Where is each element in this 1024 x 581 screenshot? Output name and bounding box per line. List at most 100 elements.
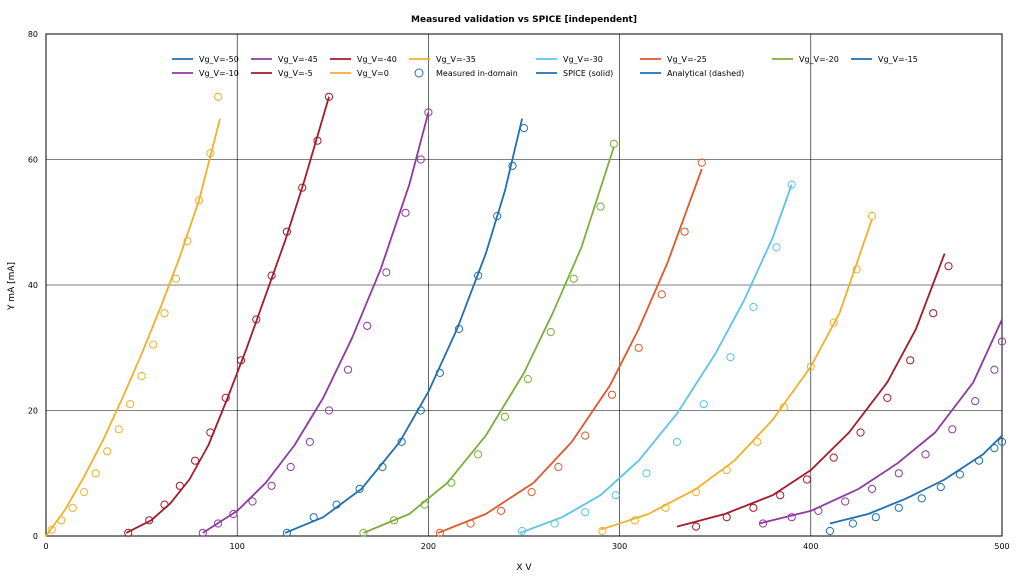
measured-point <box>298 183 307 192</box>
measured-point <box>267 271 276 280</box>
measured-point <box>149 340 158 349</box>
measured-point <box>137 371 146 381</box>
measured-point <box>841 497 850 506</box>
y-tick-label: 80 <box>28 30 38 39</box>
measured-point <box>990 365 999 374</box>
measured-point <box>776 491 785 500</box>
spice-curve-8 <box>676 253 946 528</box>
measured-point <box>214 92 223 101</box>
measured-point <box>57 516 66 525</box>
series-layer <box>45 96 1003 537</box>
measured-point <box>829 318 838 327</box>
legend-label: Vg_V=-5 <box>278 69 313 78</box>
measured-point <box>749 302 758 312</box>
measured-point <box>546 328 555 337</box>
measured-point <box>642 469 651 478</box>
measured-point <box>802 475 812 484</box>
measured-point <box>569 274 578 283</box>
measured-point <box>206 149 215 158</box>
measured-point <box>401 208 410 217</box>
measured-point <box>527 488 536 497</box>
measured-point <box>883 393 892 402</box>
measured-point <box>661 503 670 512</box>
measured-point <box>672 437 682 446</box>
measured-point <box>749 503 758 512</box>
measured-point <box>722 513 731 522</box>
legend-label: SPICE (solid) <box>563 69 613 78</box>
measured-point <box>160 500 169 509</box>
measured-point <box>697 158 706 167</box>
measured-point <box>47 525 56 534</box>
measured-point <box>267 481 276 490</box>
measured-point <box>806 362 815 371</box>
measured-point <box>519 124 529 133</box>
spice-curve-10 <box>829 434 1003 525</box>
spice-curve-3 <box>284 118 523 534</box>
measured-point <box>852 265 861 274</box>
legend-label: Vg_V=0 <box>357 69 389 78</box>
measured-point <box>424 108 433 117</box>
measured-point <box>948 425 957 434</box>
measured-point <box>435 368 444 377</box>
measured-point <box>229 509 238 519</box>
measured-point <box>447 478 456 487</box>
measured-point <box>389 516 399 525</box>
tick-layer: 0 100 200 300 400 500 0 20 40 60 80 <box>28 30 1010 551</box>
spice-curve-5 <box>437 168 703 534</box>
measured-point <box>416 406 425 415</box>
measured-point <box>282 227 291 236</box>
measured-point <box>363 321 372 330</box>
measured-point <box>692 488 701 497</box>
x-tick-label: 300 <box>612 542 627 551</box>
legend-marker <box>414 68 424 78</box>
measured-point <box>787 180 796 189</box>
measured-point <box>124 528 133 538</box>
measured-point <box>382 268 391 277</box>
measured-point <box>198 528 207 538</box>
measured-point <box>692 522 701 531</box>
measured-point <box>997 437 1007 446</box>
x-axis-label: X V <box>516 563 532 573</box>
measured-point <box>975 456 984 465</box>
measured-point <box>252 315 261 324</box>
legend: Vg_V=-50 Vg_V=-45 Vg_V=-40 Vg_V=-35 Vg_V=-30… <box>172 55 918 78</box>
spice-curve-1 <box>125 96 330 534</box>
measured-point <box>894 503 903 512</box>
measured-point <box>466 519 475 528</box>
measured-point <box>474 450 483 459</box>
measured-point <box>214 519 223 528</box>
measured-point <box>722 466 731 475</box>
measured-point <box>313 136 322 145</box>
measured-point <box>997 337 1007 346</box>
spice-curve-7 <box>600 218 873 531</box>
measured-point <box>493 211 502 221</box>
measured-point <box>160 309 169 318</box>
measured-point <box>324 92 334 101</box>
y-tick-label: 40 <box>28 281 38 290</box>
legend-label: Vg_V=-20 <box>799 55 839 64</box>
measured-point <box>191 456 200 465</box>
measured-point <box>194 196 204 205</box>
measured-point <box>508 161 517 170</box>
measured-point <box>917 494 926 503</box>
measured-point <box>91 469 100 478</box>
measured-point <box>236 356 246 365</box>
measured-point <box>680 227 689 236</box>
measured-point <box>825 526 835 536</box>
x-tick-label: 100 <box>230 542 245 551</box>
measured-point <box>175 481 184 490</box>
measured-point <box>355 484 364 493</box>
measured-point <box>871 513 880 522</box>
measured-point <box>894 469 903 478</box>
legend-label: Vg_V=-50 <box>199 55 239 64</box>
measured-point <box>324 406 334 415</box>
legend-label: Measured in-domain <box>436 69 518 78</box>
spice-curve-0 <box>45 118 221 537</box>
measured-point <box>80 488 89 497</box>
measured-point <box>332 500 341 509</box>
measured-point <box>848 519 858 528</box>
legend-label: Vg_V=-35 <box>436 55 476 64</box>
measured-point <box>921 450 930 459</box>
